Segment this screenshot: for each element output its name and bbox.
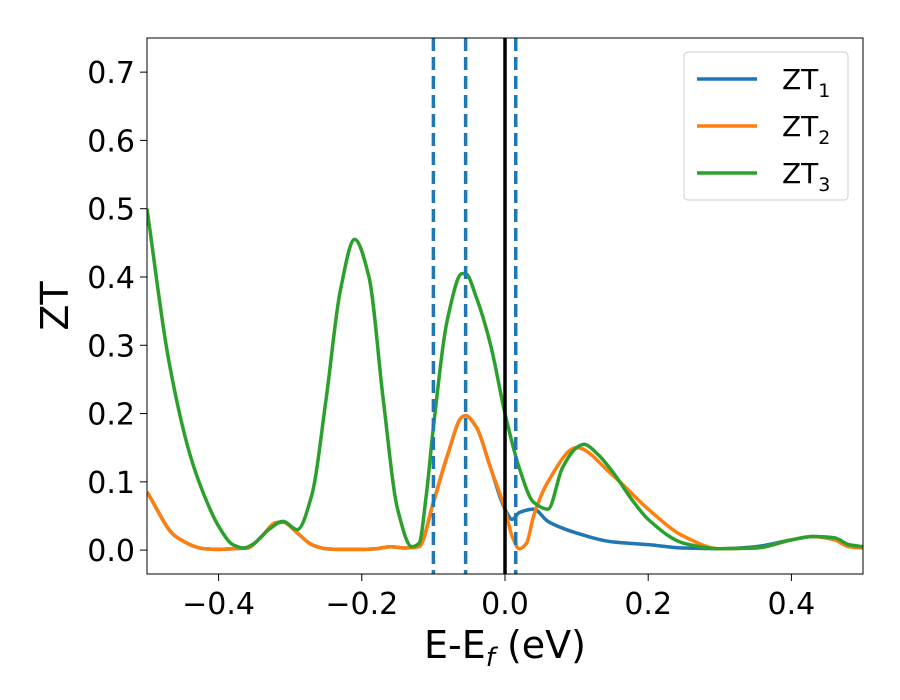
y-tick-label: 0.0 xyxy=(87,534,135,569)
x-tick-label: 0.4 xyxy=(768,587,816,622)
y-tick-label: 0.7 xyxy=(87,56,135,91)
y-axis-label: ZT xyxy=(33,281,77,331)
x-axis-label: E-Ef (eV) xyxy=(424,623,586,673)
x-tick-label: 0.2 xyxy=(624,587,672,622)
y-tick-label: 0.1 xyxy=(87,466,135,501)
y-tick-label: 0.2 xyxy=(87,398,135,433)
y-tick-label: 0.5 xyxy=(87,193,135,228)
series-line-zt3 xyxy=(147,208,863,551)
legend-box xyxy=(683,51,849,201)
x-tick-label: −0.2 xyxy=(325,587,398,622)
y-tick-label: 0.4 xyxy=(87,261,135,296)
y-tick-label: 0.6 xyxy=(87,124,135,159)
legend-label-zt1: ZT1 xyxy=(782,63,830,102)
y-tick-label: 0.3 xyxy=(87,329,135,364)
legend-label-zt3: ZT3 xyxy=(782,157,830,196)
legend-label-zt2: ZT2 xyxy=(782,110,830,149)
x-tick-label: 0.0 xyxy=(481,587,529,622)
plot-frame xyxy=(146,37,864,575)
legend: ZT1 ZT2 ZT3 xyxy=(683,51,849,201)
x-tick-label: −0.4 xyxy=(182,587,255,622)
axis-ticks: −0.4 −0.2 0.0 0.2 0.4 0.0 0.1 0.2 0.3 0.4 0.5 0.6 0.… xyxy=(87,56,815,622)
plot-area xyxy=(147,38,863,574)
